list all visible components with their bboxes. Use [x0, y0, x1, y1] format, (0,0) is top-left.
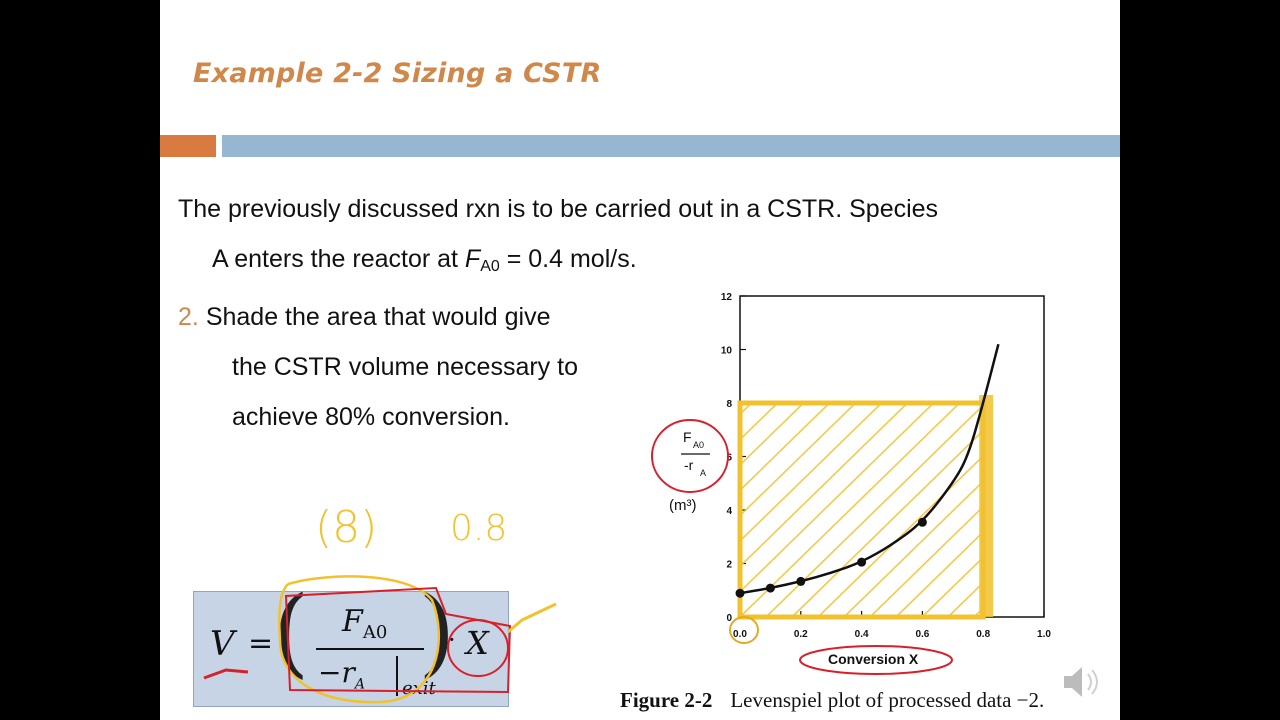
- levenspiel-curve: [739, 343, 1000, 595]
- handwritten-value-b: 0.8: [450, 508, 507, 549]
- intro-sub: A0: [480, 258, 500, 275]
- shaded-right-edge: [979, 395, 994, 617]
- item-line-1: Shade the area that would give: [205, 303, 551, 331]
- xlabel-circle-annotation: [799, 645, 953, 675]
- eq-rhs-var: X: [466, 624, 489, 662]
- hatch-line: [738, 404, 856, 519]
- eq-denominator: −rA exit: [318, 656, 436, 699]
- eq-fraction-line: [316, 648, 424, 650]
- hatch-line: [973, 608, 982, 618]
- intro-line-1: The previously discussed rxn is to be ca…: [178, 195, 939, 223]
- figure-caption: Figure 2-2 Levenspiel plot of processed d…: [620, 688, 1044, 713]
- x-tick-label: 0.4: [855, 629, 869, 640]
- shaded-rectangle-border: [737, 400, 986, 620]
- intro-line-2-pre: A enters the reactor at: [212, 245, 465, 273]
- x-tick-label: 0.0: [733, 629, 747, 640]
- data-point: [917, 517, 927, 527]
- y-tick-label: 4: [726, 506, 732, 517]
- hatch-line: [843, 481, 982, 618]
- eq-equals: =: [248, 626, 274, 661]
- ylabel-A0: A0: [693, 440, 704, 450]
- hatch-line: [921, 557, 982, 618]
- x-axis-label: Conversion X: [828, 651, 919, 667]
- x-tick-label: 1.0: [1037, 629, 1051, 640]
- x-zero-circle-annotation: [729, 616, 759, 644]
- plot-frame: [739, 295, 1045, 618]
- hatch-line: [947, 582, 982, 618]
- eq-numerator: FA0: [342, 604, 387, 643]
- y-tick-label: 2: [726, 560, 732, 571]
- data-point: [765, 583, 775, 593]
- data-points: [735, 517, 927, 598]
- item-line-3: achieve 80% conversion.: [232, 403, 510, 431]
- eq-eval-bar: [396, 656, 398, 696]
- ylabel-F: F: [683, 429, 692, 445]
- y-tick-label: 0: [726, 613, 732, 624]
- eq-left-paren: (: [272, 576, 310, 688]
- y-tick-label: 10: [721, 346, 733, 357]
- hatch-line: [895, 532, 982, 618]
- checkmark-annotation: [507, 602, 557, 634]
- x-tick-label: 0.2: [794, 629, 808, 640]
- item-line-2: the CSTR volume necessary to: [232, 353, 578, 381]
- speaker-icon[interactable]: [1060, 662, 1104, 702]
- cstr-design-equation: V = ( FA0 −rA exit ) · X: [194, 576, 508, 706]
- ylabel-r: -r: [684, 457, 694, 473]
- eq-num-var: F: [342, 604, 363, 639]
- intro-paragraph: The previously discussed rxn is to be ca…: [178, 184, 1108, 292]
- hatch-line: [739, 404, 960, 618]
- y-tick-label: 12: [721, 292, 733, 303]
- eq-den-sub: A: [354, 676, 365, 693]
- hatch-line: [738, 404, 882, 545]
- accent-bar-blue: [222, 135, 1120, 157]
- hatch-line: [791, 430, 982, 618]
- hatch-line: [765, 405, 982, 618]
- eq-num-sub: A0: [362, 622, 388, 643]
- y-axis-ticks: 0 2 4 6 8 10 12: [721, 292, 746, 624]
- x-tick-label: 0.6: [915, 629, 929, 640]
- x-axis-ticks: 0.0 0.2 0.4 0.6 0.8 1.0: [733, 611, 1051, 640]
- slide: Example 2-2 Sizing a CSTR The previously…: [160, 0, 1120, 720]
- eq-den-var: −r: [318, 656, 355, 689]
- y-tick-label: 6: [726, 453, 732, 464]
- intro-var: F: [464, 245, 481, 273]
- ylabel-units: (m³): [669, 497, 696, 514]
- slide-title: Example 2-2 Sizing a CSTR: [193, 58, 602, 89]
- numbered-item: 2. Shade the area that would give the CS…: [178, 292, 648, 442]
- ylabel-A: A: [700, 468, 706, 478]
- caption-label: Figure 2-2: [620, 688, 713, 712]
- intro-line-2-post: = 0.4 mol/s.: [499, 245, 637, 273]
- x-tick-label: 0.8: [976, 629, 990, 640]
- hatch-line: [738, 404, 934, 595]
- intro-line-2: A enters the reactor at FA0 = 0.4 mol/s.: [178, 234, 1108, 292]
- caption-text: Levenspiel plot of processed data −2.: [730, 688, 1045, 712]
- eq-lhs: V: [210, 624, 235, 664]
- equation-box: V = ( FA0 −rA exit ) · X: [193, 576, 509, 707]
- eq-dot: ·: [448, 626, 456, 654]
- data-point: [857, 557, 867, 567]
- item-number: 2.: [178, 303, 199, 331]
- ylabel-circle-annotation: [651, 419, 729, 493]
- y-tick-label: 8: [726, 399, 732, 410]
- accent-bar-orange: [160, 135, 216, 157]
- hatch-line: [817, 455, 982, 618]
- y-axis-label: F A0 -r A (m³): [669, 429, 710, 514]
- data-point: [796, 576, 806, 586]
- data-point: [735, 588, 745, 598]
- hatch-line: [738, 404, 908, 570]
- hatch-line: [869, 506, 982, 618]
- handwritten-value-a: (8): [315, 502, 377, 553]
